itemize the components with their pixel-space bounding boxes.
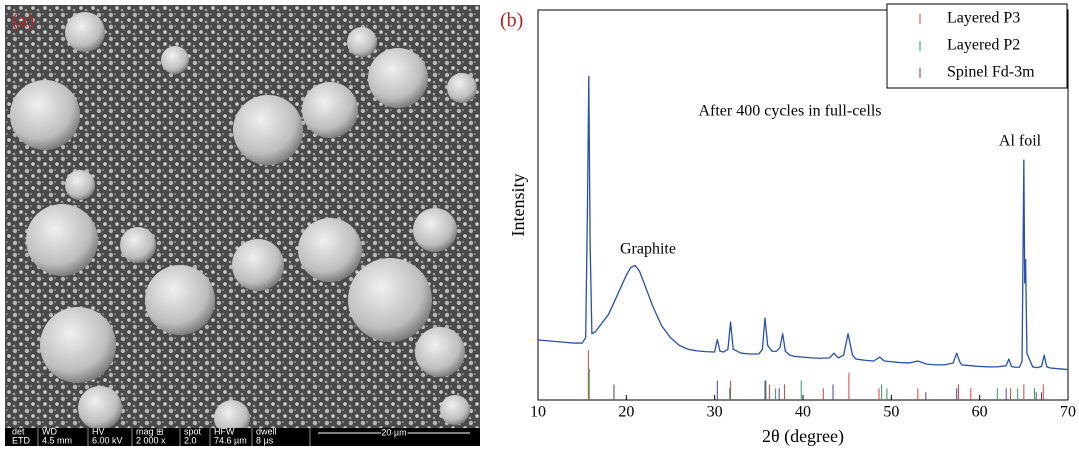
xrd-line [538,76,1068,369]
legend-label: Layered P2 [947,37,1020,54]
figure: (a) detETDWD4.5 mmHV6.00 kVmag ⊞2 000 xs… [0,0,1079,454]
y-axis-label: Intensity [508,174,528,237]
x-tick-label: 70 [1060,404,1076,421]
info-value: 4.5 mm [42,435,72,445]
info-value: 2 000 x [136,435,166,445]
annotation: Graphite [620,241,676,258]
annotation: After 400 cycles in full-cells [698,103,881,120]
panel-label: (a) [12,10,34,32]
x-tick-label: 60 [972,404,988,421]
info-value: 2.0 [184,435,197,445]
x-tick-label: 50 [883,404,899,421]
info-value: ETD [12,435,31,445]
x-tick-label: 30 [707,404,723,421]
x-axis-label: 2θ (degree) [762,426,844,447]
info-value: 8 µs [256,435,274,445]
x-tick-label: 20 [618,404,634,421]
legend-label: Spinel Fd-3m [947,64,1035,81]
annotation: Al foil [999,133,1042,150]
scale-bar-label: 20 µm [381,427,406,437]
panel-label: (b) [500,10,523,32]
info-value: 74.6 µm [214,435,247,445]
x-tick-label: 10 [530,404,546,421]
page: {"sem_image": {"label": "(a)", "info_bar… [0,0,1079,454]
legend-label: Layered P3 [947,10,1020,27]
info-value: 6.00 kV [92,435,123,445]
x-tick-label: 40 [795,404,811,421]
